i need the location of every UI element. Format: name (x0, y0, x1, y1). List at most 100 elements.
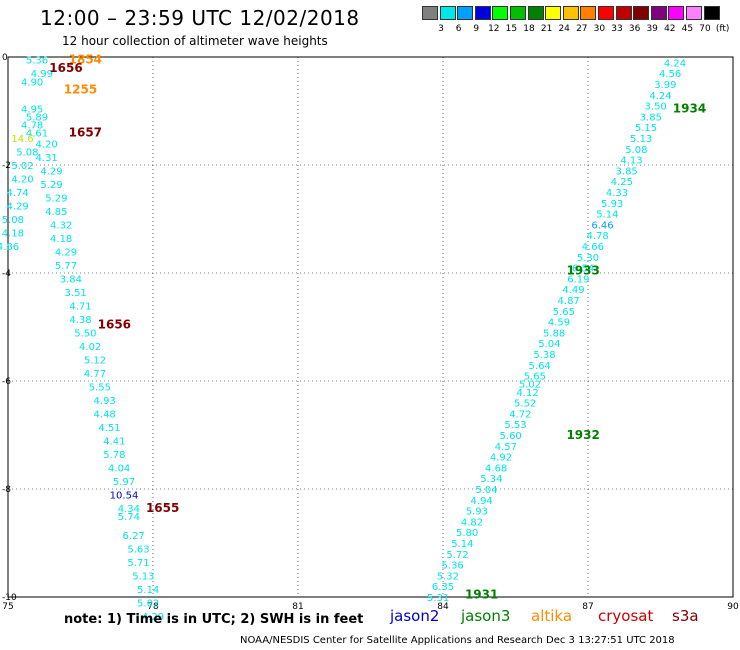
colorbar-label: (ft) (715, 24, 730, 34)
swh-value-label: 5.15 (635, 123, 657, 134)
swh-value-label: 4.29 (142, 612, 164, 623)
colorbar-swatch (545, 6, 562, 20)
swh-value-label: 5.55 (89, 382, 111, 393)
swh-value-label: 4.71 (69, 301, 91, 312)
pass-time-label: 1854 (69, 53, 102, 67)
swh-value-label: 5.02 (11, 161, 33, 172)
swh-value-label: 5.14 (451, 539, 473, 550)
swh-value-label: 4.51 (98, 423, 120, 434)
plot-frame (7, 56, 734, 598)
x-tick-label: 81 (292, 602, 303, 612)
swh-value-label: 5.60 (500, 431, 522, 442)
colorbar-swatch (562, 6, 579, 20)
swh-value-label: 6.35 (432, 582, 454, 593)
swh-value-label: 5.29 (40, 180, 62, 191)
swh-value-label: 5.38 (533, 350, 555, 361)
pass-time-label: 1931 (465, 587, 498, 601)
y-tick-label: 0 (2, 53, 8, 63)
swh-value-label: 4.78 (21, 121, 43, 132)
swh-value-label: 4.48 (94, 409, 116, 420)
swh-value-label: 5.93 (466, 507, 488, 518)
swh-value-label: 4.32 (50, 220, 72, 231)
swh-value-label: 5.65 (553, 307, 575, 318)
swh-value-label: 5.80 (456, 528, 478, 539)
swh-value-label: 14.6 (11, 134, 33, 145)
swh-value-label: 5.04 (475, 485, 497, 496)
swh-value-label: 5.64 (529, 361, 551, 372)
swh-value-label: 5.31 (427, 593, 449, 604)
colorbar-label: 45 (681, 24, 694, 34)
pass-time-label: 1657 (69, 126, 102, 140)
y-tick-label: -8 (2, 485, 11, 495)
chart-subtitle: 12 hour collection of altimeter wave hei… (62, 34, 328, 48)
colorbar-swatch (703, 6, 720, 20)
swh-value-label: 5.93 (601, 199, 623, 210)
swh-value-label: 4.77 (84, 369, 106, 380)
pass-time-label: 1934 (673, 101, 706, 115)
colorbar-swatch (668, 6, 685, 20)
swh-value-label: 5.53 (504, 420, 526, 431)
swh-value-label: 3.85 (616, 166, 638, 177)
swh-value-label: 4.68 (485, 463, 507, 474)
y-tick-label: -6 (2, 377, 11, 387)
swh-value-label: 4.04 (108, 463, 130, 474)
legend-jason3: jason3 (461, 607, 511, 625)
colorbar-label: 30 (593, 24, 606, 34)
colorbar-label: 15 (505, 24, 518, 34)
swh-value-label: 4.29 (7, 202, 29, 213)
swh-value-label: 5.78 (103, 450, 125, 461)
swh-value-label: 4.18 (2, 229, 24, 240)
swh-value-label: 5.97 (113, 477, 135, 488)
colorbar-label: 42 (664, 24, 676, 34)
swh-value-label: 4.59 (548, 318, 570, 329)
swh-value-label: 4.38 (69, 315, 91, 326)
swh-value-label: 4.94 (471, 496, 493, 507)
swh-value-label: 4.72 (509, 409, 531, 420)
colorbar-label: 3 (438, 24, 444, 34)
colorbar-label: 36 (628, 24, 641, 34)
swh-value-label: 4.85 (45, 207, 67, 218)
swh-value-label: 4.87 (558, 296, 580, 307)
swh-value-label: 4.29 (40, 166, 62, 177)
swh-value-label: 5.02 (137, 598, 159, 609)
swh-value-label: 5.02 (519, 380, 541, 391)
swh-value-label: 5.32 (437, 571, 459, 582)
colorbar-label: 70 (699, 24, 711, 34)
swh-value-label: 5.50 (74, 328, 96, 339)
colorbar-label: 24 (558, 24, 570, 34)
colorbar-label: 12 (488, 24, 500, 34)
legend-jason2: jason2 (390, 607, 440, 625)
x-tick-label: 75 (2, 602, 13, 612)
x-tick-label: 87 (582, 602, 593, 612)
swh-value-label: 4.20 (36, 139, 58, 150)
y-tick-label: -10 (2, 593, 17, 603)
footer-credit: NOAA/NESDIS Center for Satellite Applica… (240, 635, 675, 646)
swh-value-label: 3.85 (640, 112, 662, 123)
colorbar-swatch (598, 6, 614, 20)
swh-value-label: 5.65 (524, 372, 546, 383)
colorbar-label: 21 (540, 24, 553, 34)
swh-value-label: 4.61 (26, 129, 48, 140)
swh-value-label: 6.27 (123, 531, 145, 542)
swh-value-label: 5.14 (596, 210, 618, 221)
legend-cryosat: cryosat (598, 607, 654, 625)
swh-value-label: 4.34 (118, 504, 140, 515)
colorbar-swatch (510, 6, 526, 20)
swh-value-label: 4.66 (582, 242, 604, 253)
colorbar-label: 9 (473, 24, 480, 34)
swh-value-label: 4.29 (55, 247, 77, 258)
swh-value-label: 4.78 (587, 231, 609, 242)
swh-value-label: 5.72 (446, 550, 468, 561)
colorbar-swatch (492, 6, 509, 20)
colorbar-swatch (615, 6, 632, 20)
colorbar-swatch (527, 6, 544, 20)
swh-value-label: 4.99 (31, 69, 53, 80)
swh-value-label: 5.08 (16, 148, 38, 159)
swh-value-label: 5.13 (630, 134, 652, 145)
swh-value-label: 6.46 (591, 220, 613, 231)
swh-value-label: 4.20 (11, 175, 33, 186)
swh-value-label: 4.56 (659, 69, 681, 80)
swh-value-label: 5.29 (45, 193, 67, 204)
note-text: note: 1) Time is in UTC; 2) SWH is in fe… (64, 612, 364, 627)
swh-value-label: 4.49 (562, 285, 584, 296)
